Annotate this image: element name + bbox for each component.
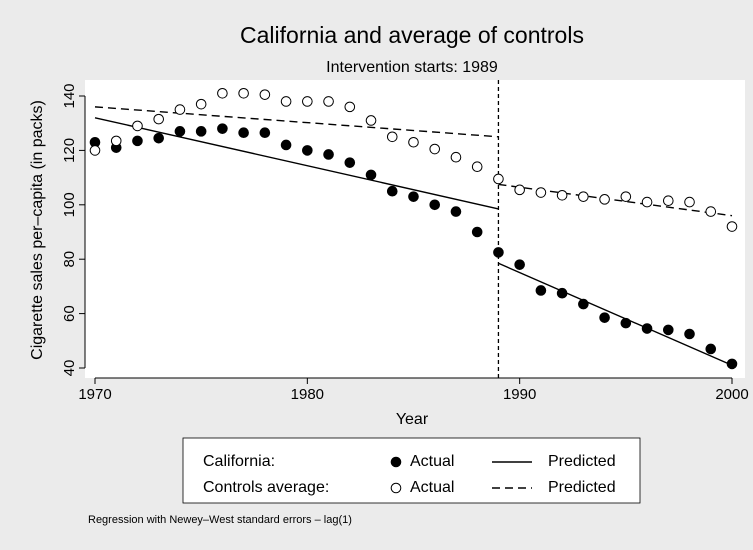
point (217, 123, 228, 134)
x-tick-label: 1990 (503, 386, 536, 403)
point (684, 196, 695, 208)
point (132, 135, 143, 147)
point (217, 87, 228, 99)
point (514, 184, 525, 196)
chart-subtitle: Intervention starts: 1989 (326, 59, 498, 76)
point (599, 194, 610, 205)
point (471, 226, 483, 238)
point (280, 96, 292, 107)
point (110, 135, 122, 147)
point (344, 101, 356, 113)
point (153, 132, 164, 144)
point (302, 96, 313, 107)
point (599, 312, 610, 323)
point (705, 206, 717, 217)
point (556, 287, 568, 299)
point (323, 96, 334, 107)
y-tick-label: 80 (61, 251, 78, 268)
point (238, 87, 249, 99)
legend-label: Actual (410, 479, 454, 496)
y-tick-label: 120 (61, 138, 78, 163)
point (641, 323, 653, 334)
point (493, 173, 504, 185)
point (174, 126, 186, 137)
point (280, 139, 292, 151)
legend-marker (390, 456, 402, 468)
point (302, 145, 313, 156)
legend-label: Actual (410, 453, 454, 470)
point (132, 120, 143, 132)
x-axis-title: Year (396, 411, 429, 428)
point (365, 169, 377, 181)
note: Regression with Newey–West standard erro… (88, 514, 352, 526)
point (620, 191, 632, 202)
point (556, 189, 568, 201)
point (344, 157, 356, 168)
point (450, 206, 462, 217)
point (89, 145, 101, 156)
point (684, 328, 695, 340)
point (663, 195, 674, 207)
legend-group: California: (203, 453, 275, 470)
legend-group: Controls average: (203, 479, 329, 496)
point (493, 247, 504, 258)
point (726, 221, 738, 232)
y-tick-label: 60 (61, 305, 78, 322)
point (514, 259, 525, 270)
chart-title: California and average of controls (240, 22, 584, 48)
point (726, 358, 738, 370)
point (365, 115, 377, 126)
fit-line (498, 262, 733, 366)
point (429, 143, 441, 155)
point (386, 185, 398, 197)
point (408, 191, 419, 202)
point (238, 127, 249, 139)
x-tick-label: 1980 (291, 386, 324, 403)
point (705, 343, 717, 355)
y-axis-title: Cigarette sales per–capita (in packs) (29, 100, 46, 360)
point (174, 104, 186, 115)
point (578, 298, 589, 310)
point (663, 324, 674, 336)
point (429, 199, 441, 211)
point (620, 317, 632, 329)
point (450, 151, 462, 163)
point (259, 127, 271, 139)
point (578, 191, 589, 202)
y-tick-label: 40 (61, 360, 78, 377)
legend-label: Predicted (548, 479, 616, 496)
plot-area (85, 80, 745, 378)
fit-line (94, 106, 499, 138)
x-tick-label: 1970 (78, 386, 111, 403)
x-tick-label: 2000 (715, 386, 748, 403)
point (153, 113, 164, 125)
y-tick-label: 100 (61, 192, 78, 217)
point (535, 187, 547, 198)
point (259, 89, 271, 100)
legend-label: Predicted (548, 453, 616, 470)
point (195, 98, 207, 110)
legend (182, 437, 641, 504)
point (408, 136, 419, 148)
point (195, 126, 207, 137)
point (535, 285, 547, 296)
legend-marker (390, 482, 402, 494)
point (323, 149, 334, 160)
fit-line (94, 117, 499, 210)
point (471, 161, 483, 173)
point (386, 131, 398, 143)
point (641, 196, 653, 208)
y-tick-label: 140 (61, 83, 78, 108)
